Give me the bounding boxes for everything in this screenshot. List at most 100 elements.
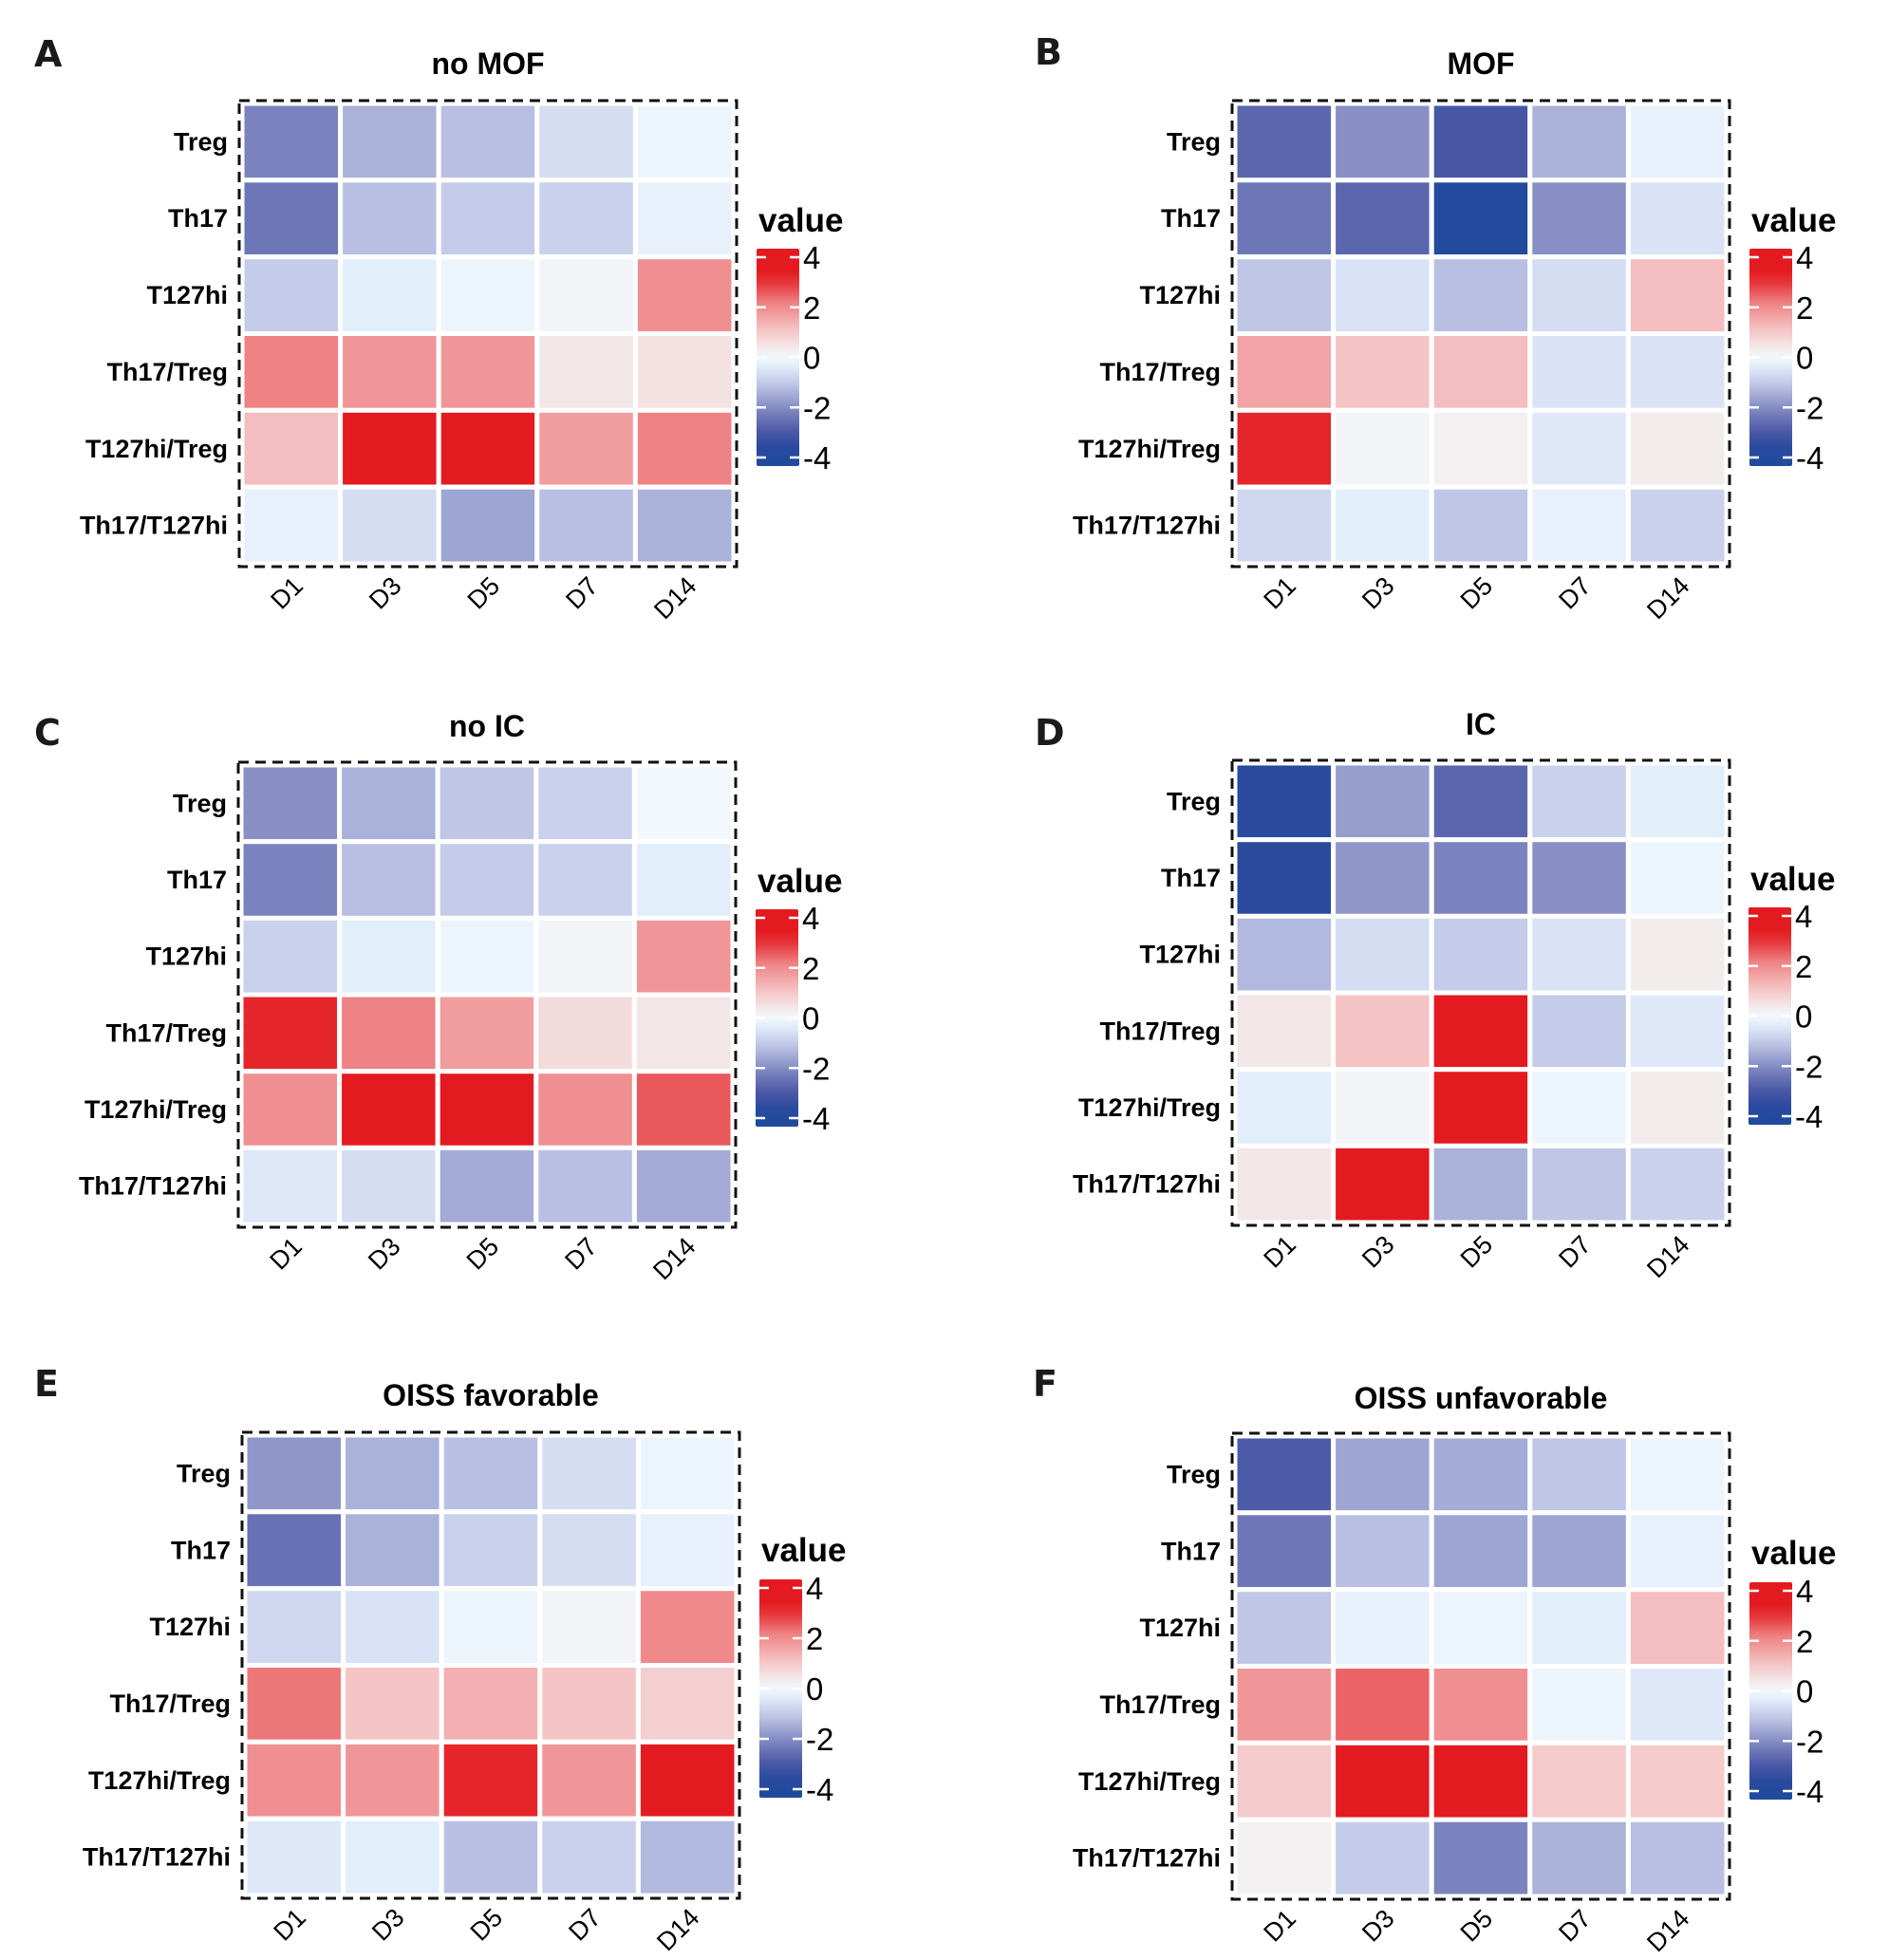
heatmap-cell[interactable] [534, 484, 638, 567]
heatmap-cell[interactable] [1429, 1433, 1533, 1516]
heatmap-cell[interactable] [1429, 990, 1533, 1073]
heatmap-cell[interactable] [1232, 1664, 1337, 1745]
heatmap-cell[interactable] [239, 177, 344, 260]
heatmap-cell[interactable] [1331, 1740, 1434, 1822]
heatmap-cell[interactable] [1331, 1433, 1434, 1516]
heatmap-cell[interactable] [1232, 990, 1337, 1073]
heatmap-cell[interactable] [338, 177, 441, 260]
heatmap-cell[interactable] [533, 762, 637, 845]
heatmap-cell[interactable] [534, 331, 638, 413]
heatmap-cell[interactable] [631, 992, 736, 1074]
heatmap-cell[interactable] [1625, 484, 1730, 567]
heatmap-cell[interactable] [1232, 254, 1337, 337]
heatmap-cell[interactable] [1527, 331, 1631, 413]
heatmap-cell[interactable] [533, 839, 637, 921]
heatmap-cell[interactable] [338, 101, 441, 183]
heatmap-cell[interactable] [436, 484, 540, 567]
heatmap-cell[interactable] [534, 407, 638, 490]
heatmap-cell[interactable] [1429, 407, 1533, 490]
heatmap-cell[interactable] [341, 1586, 444, 1668]
heatmap-cell[interactable] [1429, 837, 1533, 919]
heatmap-cell[interactable] [242, 1663, 346, 1745]
heatmap-cell[interactable] [337, 762, 440, 845]
heatmap-cell[interactable] [635, 1509, 739, 1592]
heatmap-cell[interactable] [635, 1816, 739, 1898]
heatmap-cell[interactable] [1232, 913, 1337, 996]
heatmap-cell[interactable] [338, 331, 441, 413]
heatmap-cell[interactable] [537, 1663, 641, 1745]
heatmap-cell[interactable] [1331, 254, 1434, 337]
heatmap-cell[interactable] [1527, 1817, 1631, 1899]
heatmap-cell[interactable] [341, 1509, 444, 1592]
heatmap-cell[interactable] [1232, 1433, 1337, 1516]
heatmap-cell[interactable] [1625, 1143, 1730, 1225]
heatmap-cell[interactable] [1527, 1740, 1631, 1822]
heatmap-cell[interactable] [1331, 1143, 1434, 1225]
heatmap-cell[interactable] [1232, 1740, 1337, 1822]
heatmap-cell[interactable] [242, 1739, 346, 1821]
heatmap-cell[interactable] [635, 1739, 739, 1821]
heatmap-cell[interactable] [1625, 177, 1730, 260]
heatmap-cell[interactable] [337, 915, 440, 998]
heatmap-cell[interactable] [632, 101, 737, 183]
heatmap-cell[interactable] [341, 1663, 444, 1745]
heatmap-cell[interactable] [239, 254, 344, 337]
heatmap-cell[interactable] [1331, 331, 1434, 413]
heatmap-cell[interactable] [337, 992, 440, 1074]
heatmap-cell[interactable] [1625, 1817, 1730, 1899]
heatmap-cell[interactable] [238, 992, 343, 1074]
heatmap-cell[interactable] [439, 1663, 543, 1745]
heatmap-cell[interactable] [436, 101, 540, 183]
heatmap-cell[interactable] [1625, 913, 1730, 996]
heatmap-cell[interactable] [338, 254, 441, 337]
heatmap-cell[interactable] [242, 1432, 346, 1515]
heatmap-cell[interactable] [632, 407, 737, 490]
heatmap-cell[interactable] [1625, 760, 1730, 843]
heatmap-cell[interactable] [1232, 1510, 1337, 1593]
heatmap-cell[interactable] [1331, 837, 1434, 919]
heatmap-cell[interactable] [631, 839, 736, 921]
heatmap-cell[interactable] [537, 1739, 641, 1821]
heatmap-cell[interactable] [1232, 484, 1337, 567]
heatmap-cell[interactable] [1331, 101, 1434, 183]
heatmap-cell[interactable] [533, 915, 637, 998]
heatmap-cell[interactable] [635, 1663, 739, 1745]
heatmap-cell[interactable] [1527, 254, 1631, 337]
heatmap-cell[interactable] [242, 1816, 346, 1898]
heatmap-cell[interactable] [439, 1816, 543, 1898]
heatmap-cell[interactable] [1331, 407, 1434, 490]
heatmap-cell[interactable] [1625, 101, 1730, 183]
heatmap-cell[interactable] [1429, 1510, 1533, 1593]
heatmap-cell[interactable] [1232, 1143, 1337, 1225]
heatmap-cell[interactable] [534, 254, 638, 337]
heatmap-cell[interactable] [1331, 990, 1434, 1073]
heatmap-cell[interactable] [635, 1586, 739, 1668]
heatmap-cell[interactable] [1429, 1817, 1533, 1899]
heatmap-cell[interactable] [1232, 407, 1337, 490]
heatmap-cell[interactable] [1331, 1664, 1434, 1745]
heatmap-cell[interactable] [1331, 1067, 1434, 1148]
heatmap-cell[interactable] [537, 1586, 641, 1668]
heatmap-cell[interactable] [1527, 1143, 1631, 1225]
heatmap-cell[interactable] [534, 101, 638, 183]
heatmap-cell[interactable] [238, 915, 343, 998]
heatmap-cell[interactable] [239, 101, 344, 183]
heatmap-cell[interactable] [1232, 331, 1337, 413]
heatmap-cell[interactable] [439, 1509, 543, 1592]
heatmap-cell[interactable] [435, 915, 539, 998]
heatmap-cell[interactable] [439, 1432, 543, 1515]
heatmap-cell[interactable] [238, 839, 343, 921]
heatmap-cell[interactable] [632, 484, 737, 567]
heatmap-cell[interactable] [1527, 760, 1631, 843]
heatmap-cell[interactable] [1232, 101, 1337, 183]
heatmap-cell[interactable] [1527, 1510, 1631, 1593]
heatmap-cell[interactable] [242, 1586, 346, 1668]
heatmap-cell[interactable] [1331, 1510, 1434, 1593]
heatmap-cell[interactable] [337, 1145, 440, 1227]
heatmap-cell[interactable] [537, 1432, 641, 1515]
heatmap-cell[interactable] [1527, 484, 1631, 567]
heatmap-cell[interactable] [338, 484, 441, 567]
heatmap-cell[interactable] [1232, 1817, 1337, 1899]
heatmap-cell[interactable] [534, 177, 638, 260]
heatmap-cell[interactable] [1625, 331, 1730, 413]
